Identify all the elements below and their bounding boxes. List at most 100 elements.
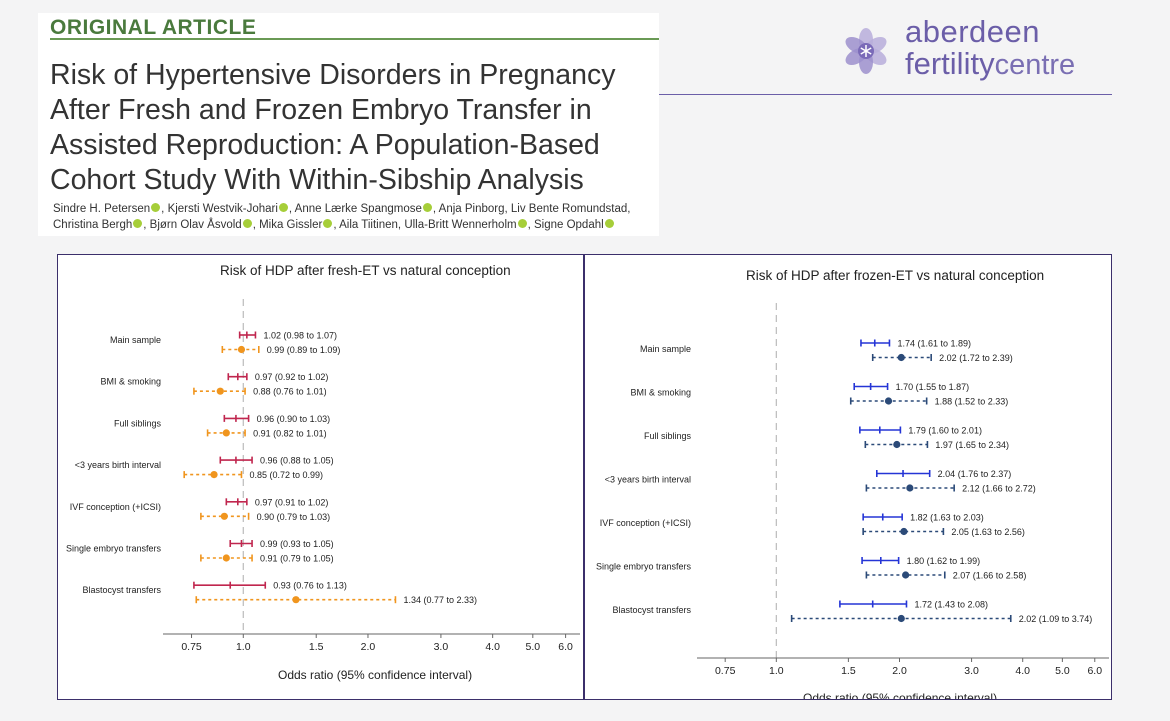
orcid-icon[interactable] xyxy=(151,203,161,212)
estimate-label: 2.04 (1.76 to 2.37) xyxy=(938,469,1012,479)
x-tick-label: 3.0 xyxy=(434,641,449,653)
estimate-label: 2.02 (1.72 to 2.39) xyxy=(939,353,1013,363)
x-tick-label: 0.75 xyxy=(181,641,202,653)
x-axis-label: Odds ratio (95% confidence interval) xyxy=(278,668,473,682)
x-tick-label: 6.0 xyxy=(558,641,573,653)
estimate-label: 1.97 (1.65 to 2.34) xyxy=(935,440,1009,450)
x-tick-label: 0.75 xyxy=(715,665,736,677)
point-estimate xyxy=(902,571,910,579)
author-name: Christina Bergh xyxy=(53,219,133,231)
author-name: Ulla-Britt Wennerholm xyxy=(404,219,517,231)
author-name: Sindre H. Petersen xyxy=(53,203,151,215)
estimate-label: 1.02 (0.98 to 1.07) xyxy=(263,331,337,341)
author-name: Signe Opdahl xyxy=(533,219,604,231)
logo-text-aberdeen: aberdeen xyxy=(905,14,1041,49)
estimate-label: 1.79 (1.60 to 2.01) xyxy=(908,426,982,436)
category-label: Full siblings xyxy=(644,431,692,441)
category-label: Full siblings xyxy=(114,418,162,428)
orcid-icon[interactable] xyxy=(517,219,527,228)
flower-icon xyxy=(845,28,887,74)
estimate-label: 0.88 (0.76 to 1.01) xyxy=(253,387,327,397)
category-label: Single embryo transfers xyxy=(596,562,692,572)
estimate-label: 0.97 (0.92 to 1.02) xyxy=(255,372,329,382)
frozen-et-forest-plot: Risk of HDP after frozen-ET vs natural c… xyxy=(584,254,1112,700)
category-label: Single embryo transfers xyxy=(66,544,162,554)
x-tick-label: 2.0 xyxy=(892,665,907,677)
logo-text-fertility: fertility xyxy=(905,46,995,81)
chart-title: Risk of HDP after frozen-ET vs natural c… xyxy=(746,268,1045,283)
category-label: IVF conception (+ICSI) xyxy=(70,502,161,512)
point-estimate xyxy=(884,397,893,405)
estimate-label: 0.97 (0.91 to 1.02) xyxy=(255,497,329,507)
point-estimate xyxy=(893,440,901,449)
category-label: IVF conception (+ICSI) xyxy=(600,518,691,528)
point-estimate xyxy=(237,345,246,354)
category-label: <3 years birth interval xyxy=(75,460,161,470)
estimate-label: 2.02 (1.09 to 3.74) xyxy=(1019,614,1093,624)
orcid-icon[interactable] xyxy=(422,203,432,212)
kicker-rule xyxy=(50,38,659,40)
author-name: Kjersti Westvik-Johari xyxy=(167,203,278,215)
x-tick-label: 3.0 xyxy=(964,665,979,677)
article-kicker: ORIGINAL ARTICLE xyxy=(50,16,257,39)
author-name: Mika Gissler xyxy=(259,219,323,231)
point-estimate xyxy=(222,554,230,562)
author-name: Liv Bente Romundstad xyxy=(510,203,628,215)
estimate-label: 0.99 (0.93 to 1.05) xyxy=(260,539,334,549)
category-label: BMI & smoking xyxy=(630,388,691,398)
estimate-label: 1.74 (1.61 to 1.89) xyxy=(897,339,971,349)
estimate-label: 0.96 (0.90 to 1.03) xyxy=(257,414,331,424)
estimate-label: 2.12 (1.66 to 2.72) xyxy=(962,484,1036,494)
x-tick-label: 6.0 xyxy=(1087,665,1102,677)
estimate-label: 0.93 (0.76 to 1.13) xyxy=(273,581,347,591)
author-name: Anne Lærke Spangmose xyxy=(294,203,422,215)
x-tick-label: 1.5 xyxy=(309,641,324,653)
estimate-label: 1.34 (0.77 to 2.33) xyxy=(403,595,477,605)
point-estimate xyxy=(897,353,905,362)
point-estimate xyxy=(222,429,230,437)
x-tick-label: 4.0 xyxy=(485,641,500,653)
forest-plot-canvas: 0.75 1.0 1.5 2.0 3.0 4.0 5.0 6.0 Main sample 1.02… xyxy=(66,299,580,653)
forest-plot-canvas: 0.75 1.0 1.5 2.0 3.0 4.0 5.0 6.0 Main sample 1.74… xyxy=(596,303,1109,677)
author-name: Bjørn Olav Åsvold xyxy=(149,219,242,231)
x-axis-label: Odds ratio (95% confidence interval) xyxy=(803,691,998,700)
article-title: Risk of Hypertensive Disorders in Pregna… xyxy=(50,59,616,196)
author-name: Aila Tiitinen xyxy=(339,219,398,231)
estimate-label: 1.70 (1.55 to 1.87) xyxy=(896,382,970,392)
x-tick-label: 2.0 xyxy=(361,641,376,653)
chart-title: Risk of HDP after fresh-ET vs natural co… xyxy=(220,263,511,278)
orcid-icon[interactable] xyxy=(604,219,614,228)
estimate-label: 1.88 (1.52 to 2.33) xyxy=(935,397,1009,407)
logo-text-centre: centre xyxy=(994,49,1076,81)
point-estimate xyxy=(897,614,905,623)
x-tick-label: 5.0 xyxy=(1055,665,1070,677)
estimate-label: 0.91 (0.79 to 1.05) xyxy=(260,554,334,564)
category-label: Blastocyst transfers xyxy=(82,585,161,595)
author-list: Sindre H. Petersen, Kjersti Westvik-Joha… xyxy=(53,203,631,231)
estimate-label: 0.99 (0.89 to 1.09) xyxy=(267,345,341,355)
orcid-icon[interactable] xyxy=(278,203,288,212)
point-estimate xyxy=(216,387,224,395)
estimate-label: 0.96 (0.88 to 1.05) xyxy=(260,456,334,466)
category-label: BMI & smoking xyxy=(100,377,161,387)
estimate-label: 0.91 (0.82 to 1.01) xyxy=(253,428,327,438)
fresh-et-forest-plot: Risk of HDP after fresh-ET vs natural co… xyxy=(57,254,584,700)
estimate-label: 2.05 (1.63 to 2.56) xyxy=(951,527,1025,537)
x-tick-label: 1.0 xyxy=(769,665,784,677)
estimate-label: 0.85 (0.72 to 0.99) xyxy=(249,470,323,480)
logo-text-fertility-centre: fertilitycentre xyxy=(905,46,1075,82)
author-name: Anja Pinborg xyxy=(438,203,505,215)
x-tick-label: 5.0 xyxy=(525,641,540,653)
orcid-icon[interactable] xyxy=(323,219,333,228)
estimate-label: 1.72 (1.43 to 2.08) xyxy=(914,600,988,610)
point-estimate xyxy=(900,527,908,536)
category-label: Main sample xyxy=(640,344,691,354)
point-estimate xyxy=(210,471,218,479)
orcid-icon[interactable] xyxy=(133,219,143,228)
orcid-icon[interactable] xyxy=(242,219,252,228)
category-label: <3 years birth interval xyxy=(605,475,691,485)
category-label: Blastocyst transfers xyxy=(612,605,691,615)
point-estimate xyxy=(220,512,228,520)
x-tick-label: 1.5 xyxy=(841,665,856,677)
estimate-label: 1.82 (1.63 to 2.03) xyxy=(910,513,984,523)
